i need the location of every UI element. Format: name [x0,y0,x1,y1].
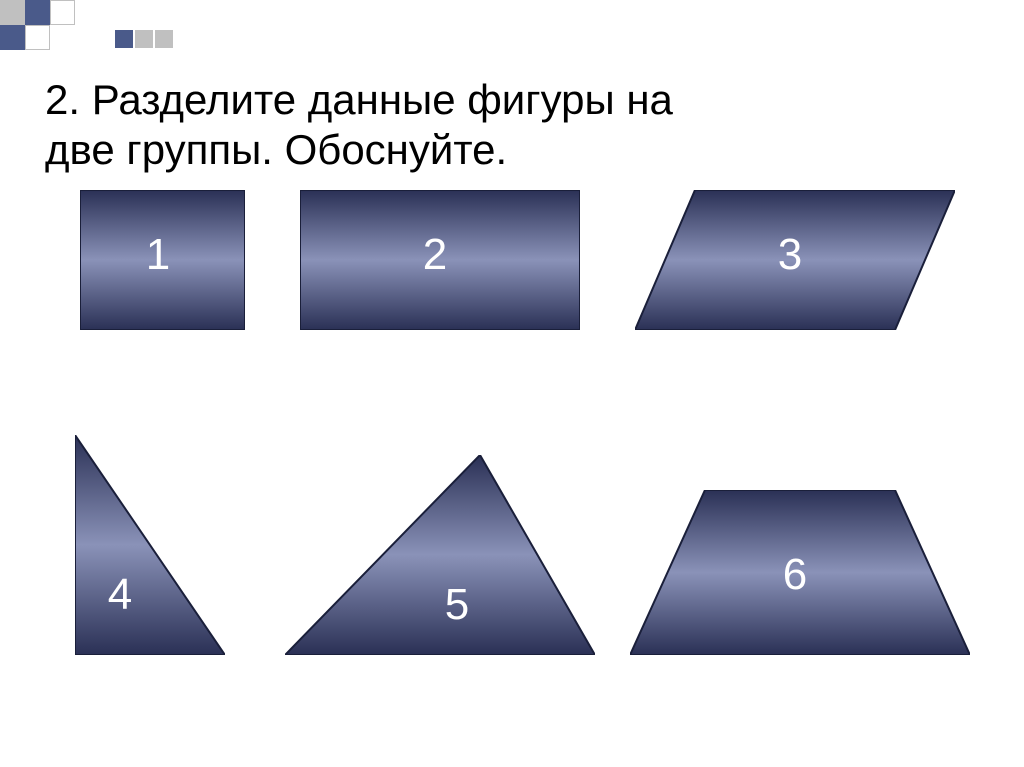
shape-2: 2 [300,190,580,330]
shape-label: 4 [108,570,132,620]
shape-label: 1 [146,230,170,280]
shape-label: 6 [783,550,807,600]
shape-6: 6 [630,490,970,655]
decoration-square [50,0,75,25]
decoration-square [0,25,25,50]
title-line-1: 2. Разделите данные фигуры на [45,76,673,123]
decoration-square [135,30,153,48]
shape-3: 3 [635,190,955,330]
title-line-2: две группы. Обоснуйте. [45,126,507,173]
decoration-square [25,0,50,25]
shape-5: 5 [285,455,595,655]
shape-label: 5 [445,580,469,630]
decoration-square [155,30,173,48]
decoration-square [115,30,133,48]
right-triangle-shape [75,435,225,655]
decoration-square [25,25,50,50]
shape-label: 2 [423,230,447,280]
corner-decoration [0,0,180,55]
task-title: 2. Разделите данные фигуры на две группы… [45,75,673,176]
decoration-square [0,0,25,25]
shape-4: 4 [75,435,225,655]
shape-label: 3 [778,230,802,280]
shape-1: 1 [80,190,245,330]
triangle-shape [285,455,595,655]
